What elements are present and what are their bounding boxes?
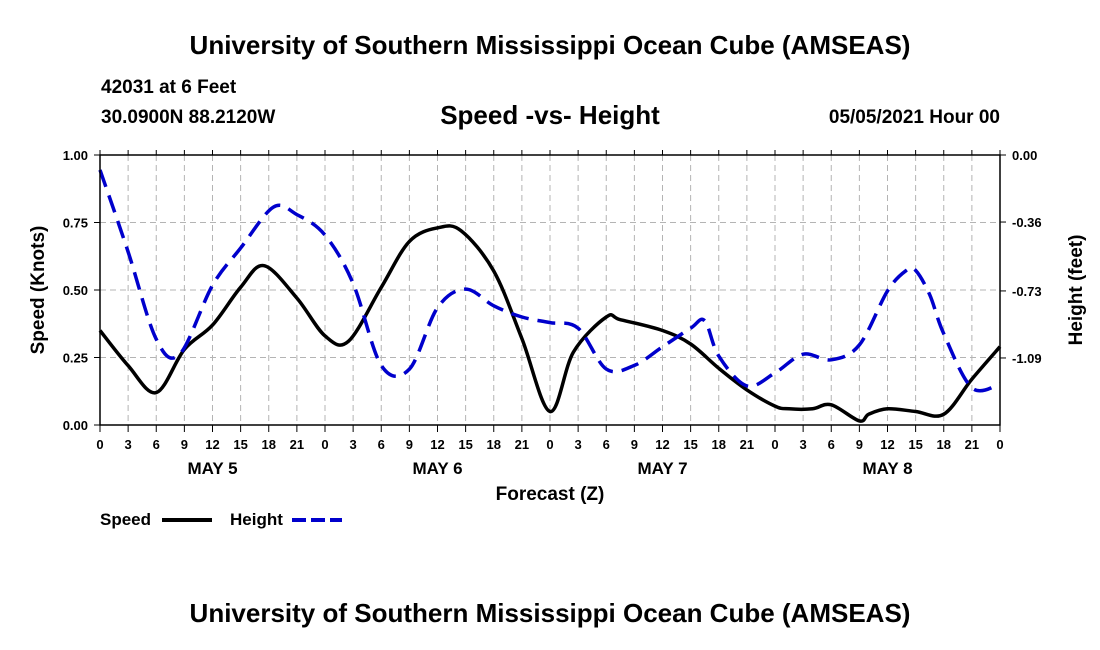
x-tick-label: 0	[96, 437, 103, 452]
x-tick-label: 9	[181, 437, 188, 452]
x-tick-label: 15	[908, 437, 922, 452]
x-tick-label: 15	[233, 437, 247, 452]
y-left-tick-label: 0.75	[63, 216, 88, 231]
x-tick-label: 21	[515, 437, 529, 452]
legend: Speed Height	[100, 510, 342, 529]
grid-layer	[100, 155, 1000, 425]
x-tick-label: 18	[712, 437, 726, 452]
series-layer	[98, 169, 1002, 423]
x-tick-label: 9	[856, 437, 863, 452]
x-tick-label: 0	[771, 437, 778, 452]
x-tick-label: 21	[740, 437, 754, 452]
x-tick-label: 0	[321, 437, 328, 452]
series-line-speed	[98, 224, 1002, 423]
x-tick-label: 3	[800, 437, 807, 452]
x-tick-label: 21	[965, 437, 979, 452]
forecast-datetime: 05/05/2021 Hour 00	[828, 107, 1000, 128]
y-right-tick-label: -1.09	[1012, 351, 1042, 366]
x-axis-label: Forecast (Z)	[496, 484, 605, 505]
x-tick-label: 9	[631, 437, 638, 452]
x-tick-label: 3	[125, 437, 132, 452]
x-tick-label: 3	[575, 437, 582, 452]
x-tick-label: 12	[655, 437, 669, 452]
chart-title: Speed -vs- Height	[440, 100, 660, 130]
day-label: MAY 8	[862, 459, 912, 478]
x-tick-label: 0	[996, 437, 1003, 452]
legend-label-speed: Speed	[100, 510, 151, 529]
series-line-height	[98, 169, 1001, 393]
y-right-tick-label: -0.73	[1012, 284, 1042, 299]
x-tick-label: 12	[205, 437, 219, 452]
y-axis-left-label: Speed (Knots)	[28, 226, 49, 355]
x-tick-label: 12	[430, 437, 444, 452]
y-right-tick-label: -0.36	[1012, 215, 1042, 230]
x-tick-label: 3	[350, 437, 357, 452]
station-label: 42031 at 6 Feet	[101, 77, 237, 98]
x-tick-label: 18	[937, 437, 951, 452]
x-tick-label: 18	[487, 437, 501, 452]
y-left-tick-label: 0.00	[63, 418, 88, 433]
axis-layer: 0 3 6 9 12 15 18 21 0 3 6 9 12 15 18 21 0 3 6 9 12 15 18 21 0 3 6 9…	[63, 148, 1042, 478]
x-tick-label: 15	[458, 437, 472, 452]
footer-title: University of Southern Mississippi Ocean…	[189, 598, 911, 628]
legend-label-height: Height	[230, 510, 283, 529]
day-label: MAY 7	[637, 459, 687, 478]
y-left-tick-label: 0.50	[63, 283, 88, 298]
x-tick-label: 9	[406, 437, 413, 452]
x-tick-label: 15	[683, 437, 697, 452]
x-tick-label: 21	[290, 437, 304, 452]
page-title: University of Southern Mississippi Ocean…	[189, 30, 911, 60]
x-tick-label: 6	[378, 437, 385, 452]
coordinates-label: 30.0900N 88.2120W	[101, 107, 276, 128]
day-label: MAY 5	[187, 459, 237, 478]
x-tick-label: 12	[880, 437, 894, 452]
y-axis-right-label: Height (feet)	[1066, 235, 1087, 346]
x-tick-label: 6	[828, 437, 835, 452]
y-left-tick-label: 0.25	[63, 351, 88, 366]
day-label: MAY 6	[412, 459, 462, 478]
x-tick-label: 18	[262, 437, 276, 452]
x-tick-label: 6	[603, 437, 610, 452]
y-right-tick-label: 0.00	[1012, 148, 1037, 163]
x-tick-label: 0	[546, 437, 553, 452]
x-tick-label: 6	[153, 437, 160, 452]
y-left-tick-label: 1.00	[63, 148, 88, 163]
